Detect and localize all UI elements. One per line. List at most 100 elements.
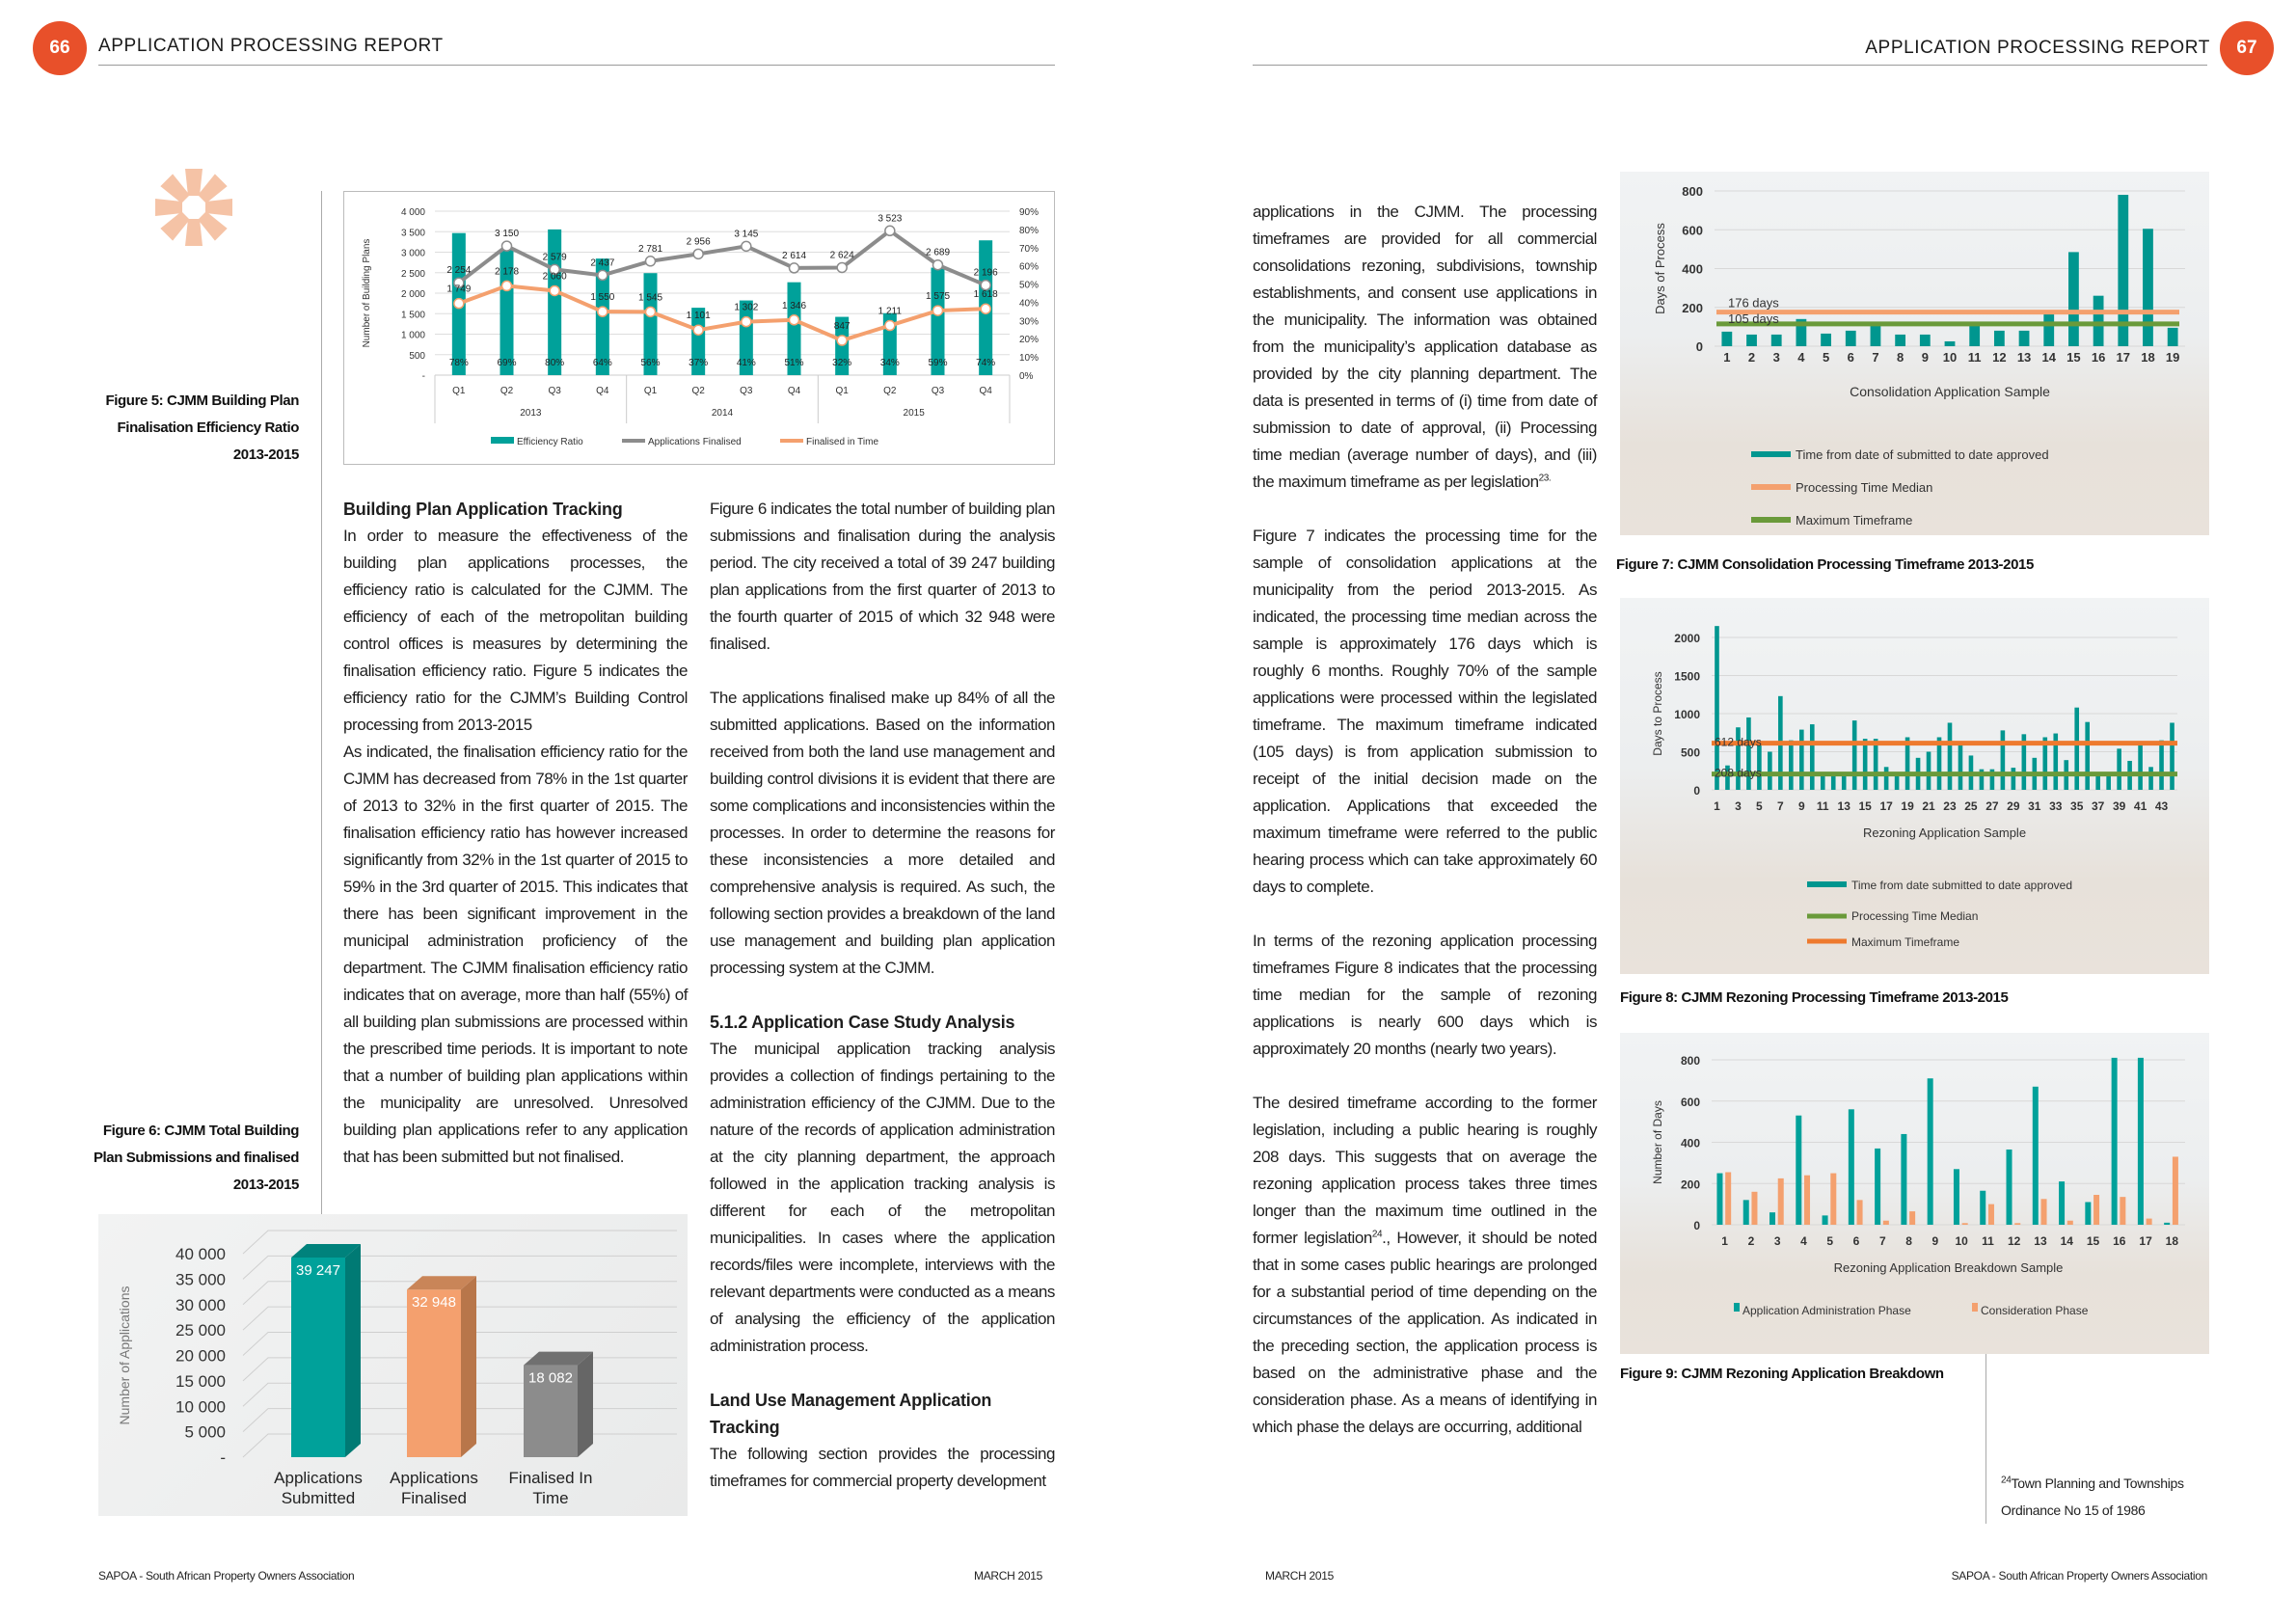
figure6-chart: - 5 000 10 000 15 000 20 000 25 000 30 000 35 0… (98, 1214, 688, 1516)
bar-side (578, 1351, 593, 1457)
x-tick-label: 11 (1817, 799, 1829, 813)
series-point (836, 335, 848, 346)
y-tick-label: 200 (1681, 1177, 1700, 1191)
bar (2043, 313, 2055, 346)
point-data-label: 1 101 (687, 311, 711, 321)
y-tick-label: 200 (1682, 301, 1703, 315)
bar (2059, 1181, 2066, 1225)
legend-label: Processing Time Median (1796, 480, 1932, 495)
bar (1822, 1215, 1828, 1225)
x-tick-label: 17 (1879, 799, 1893, 813)
y-tick-label: 800 (1681, 1054, 1700, 1068)
bar (2018, 330, 2030, 346)
legend-swatch (1972, 1303, 1978, 1312)
footer-org-right: SAPOA - South African Property Owners As… (1951, 1569, 2208, 1583)
efficiency-bar (500, 249, 514, 375)
logo-petal (205, 199, 232, 216)
page-number-badge-left: 66 (33, 21, 87, 75)
footnote-divider (1985, 1354, 1986, 1524)
y-tick-label: 0 (1693, 1219, 1700, 1232)
bar (1901, 1133, 1907, 1225)
bar (2093, 1195, 2100, 1225)
left-column-2: Figure 6 indicates the total number of b… (710, 496, 1055, 1495)
header-title-right: APPLICATION PROCESSING REPORT (1865, 38, 2210, 58)
x-tick-label: 11 (1982, 1234, 1994, 1248)
bar-data-label: 37% (689, 358, 708, 368)
gridline (242, 1281, 677, 1306)
bar-side (345, 1243, 361, 1457)
series-point (597, 269, 608, 282)
x-tick-label: 3 (1735, 799, 1742, 813)
page-number: 67 (2236, 38, 2257, 58)
y-tick-label: 40 000 (176, 1245, 226, 1263)
bar-data-label: 74% (976, 358, 995, 368)
x-tick-label: 4 (1797, 350, 1805, 365)
x-tick-label: 33 (2049, 799, 2063, 813)
logo-petal (185, 169, 203, 196)
bar-data-label: 18 082 (528, 1370, 573, 1387)
paragraph: The applications finalised make up 84% o… (710, 689, 1055, 977)
legend-label: Applications Finalised (648, 437, 742, 447)
point-data-label: 847 (834, 321, 851, 332)
figure5-svg: - 500 1 000 1 500 2 000 2 500 3 000 3 500 4 000 0… (362, 207, 1039, 447)
point-data-label: 3 150 (495, 229, 519, 239)
legend-label: Finalised in Time (806, 437, 878, 447)
y-tick-label: 35 000 (176, 1270, 226, 1288)
reference-line-label: 176 days (1728, 296, 1779, 311)
x-axis-title: Rezoning Application Sample (1863, 826, 2026, 840)
header-rule-left (98, 65, 1055, 66)
reference-line-label: 208 days (1715, 767, 1762, 780)
point-data-label: 2 579 (543, 252, 567, 262)
bar-data-label: 32% (832, 358, 851, 368)
y-tick-label: 3 000 (401, 249, 425, 259)
bar (1969, 325, 1981, 346)
y-tick-label: 5 000 (184, 1423, 226, 1442)
figure5-chart: - 500 1 000 1 500 2 000 2 500 3 000 3 500 4 000 0… (343, 191, 1055, 465)
x-tick-label: Finalised (401, 1489, 467, 1507)
series-line (457, 228, 986, 287)
legend-label: Processing Time Median (1851, 909, 1978, 923)
x-group-label: 2013 (520, 408, 542, 419)
y-tick-label: 0 (1693, 784, 1700, 798)
point-data-label: 1 749 (446, 284, 471, 295)
bar (2167, 327, 2178, 346)
y2-tick-label: 50% (1019, 281, 1039, 291)
page-number: 66 (49, 38, 70, 58)
x-tick-label: 1 (1721, 1234, 1728, 1248)
bar-data-label: 78% (449, 358, 469, 368)
x-tick-label: 21 (1922, 799, 1935, 813)
bar (1848, 1109, 1854, 1225)
legend-label: Consideration Phase (1981, 1304, 2089, 1317)
point-data-label: 2 437 (590, 257, 614, 268)
series-point (500, 240, 513, 252)
x-tick-label: Applications (274, 1469, 363, 1487)
bar (1909, 1211, 1916, 1225)
bar (1953, 1169, 1959, 1225)
x-group-label: 2014 (712, 408, 734, 419)
left-column-1: Building Plan Application Tracking In or… (343, 496, 688, 1171)
caption-line: 2013-2015 (232, 447, 300, 463)
y-tick-label: 600 (1681, 1096, 1700, 1109)
footnote-ref[interactable]: 23. (1538, 473, 1552, 484)
bar (1715, 626, 1719, 790)
legend-label: Maximum Timeframe (1851, 935, 1959, 949)
bar (2172, 1156, 2178, 1225)
point-data-label: 1 618 (974, 289, 998, 300)
bar (1883, 767, 1889, 790)
logo-petal (198, 211, 228, 241)
series-point (741, 315, 752, 328)
series-line (458, 284, 986, 343)
series-point (549, 284, 560, 297)
y2-tick-label: 30% (1019, 316, 1039, 327)
bar-top (407, 1276, 476, 1290)
x-tick-label: 6 (1853, 1234, 1860, 1248)
header-rule-right (1253, 65, 2207, 66)
series-point (932, 258, 944, 271)
footnote-ref[interactable]: 24 (1371, 1229, 1383, 1240)
bar (2117, 748, 2121, 790)
y-tick-label: 1 000 (401, 331, 425, 341)
footer-date-right: MARCH 2015 (1265, 1569, 1335, 1583)
series-point (644, 256, 657, 267)
paragraph-text: The desired timeframe according to the f… (1253, 1094, 1597, 1247)
bar (2093, 295, 2104, 346)
